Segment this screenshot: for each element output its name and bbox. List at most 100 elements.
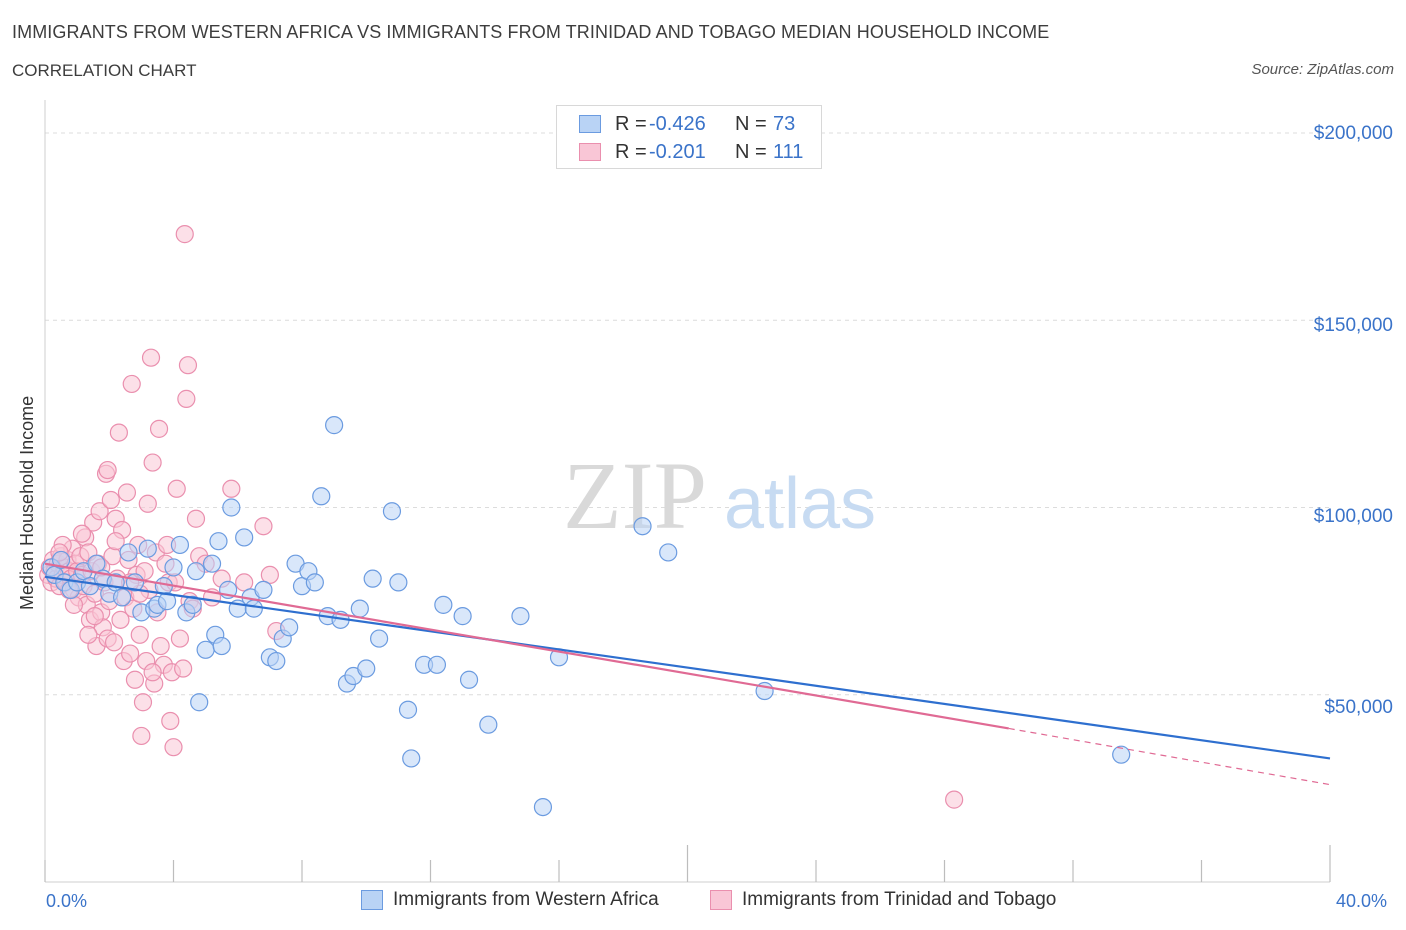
bottom-legend-swatch-blue [361, 890, 383, 910]
r-value: -0.201 [649, 140, 706, 163]
western-africa-point [325, 416, 344, 435]
western-africa-point [305, 573, 324, 592]
trinidad-point [143, 663, 162, 682]
trinidad-point [149, 419, 169, 438]
trinidad-point [178, 356, 198, 375]
n-value: 73 [773, 112, 796, 135]
western-africa-point [511, 607, 530, 626]
trinidad-point [98, 460, 117, 480]
western-africa-point [382, 502, 402, 521]
western-africa-point [196, 640, 215, 659]
trinidad-point [945, 790, 964, 809]
legend-swatch-blue [579, 115, 601, 133]
trinidad-point [222, 479, 241, 498]
y-tick-label-150000: $150,000 [1313, 315, 1393, 336]
western-africa-point [254, 580, 273, 599]
western-africa-point [164, 558, 183, 577]
western-africa-point [267, 651, 286, 671]
western-africa-point [202, 554, 222, 573]
western-africa-point [119, 543, 138, 562]
western-africa-point [235, 528, 254, 547]
bottom-legend-swatch-pink [710, 890, 732, 910]
western-africa-point [138, 539, 157, 558]
watermark: ZIP atlas [563, 442, 876, 549]
trinidad-point [117, 483, 137, 502]
western-africa-point [363, 569, 382, 588]
bottom-legend-trinidad: Immigrants from Trinidad and Tobago [710, 889, 1056, 911]
western-africa-point [398, 700, 418, 719]
trinidad-point [151, 636, 170, 656]
trinidad-point [254, 517, 273, 536]
trend-lines [44, 562, 1331, 786]
stats-legend: R = -0.426 N = 73 R = -0.201 N = 111 [556, 105, 822, 169]
y-tick-label-50000: $50,000 [1324, 697, 1393, 718]
western-africa-point [183, 595, 202, 614]
western-africa-point [312, 487, 331, 506]
western-africa-point [453, 607, 472, 626]
western-africa-point [533, 797, 553, 817]
western-africa-point [479, 715, 498, 734]
trinidad-trend-line [44, 562, 1009, 730]
legend-swatch-pink [579, 143, 601, 161]
western-africa-point [157, 592, 177, 611]
western-africa-point [389, 573, 408, 592]
western-africa-point [633, 517, 652, 536]
western-africa-point [402, 749, 421, 768]
x-tick-label-max: 40.0% [1336, 891, 1388, 911]
trinidad-point [104, 633, 124, 652]
western-africa-point [459, 670, 479, 689]
western-africa-point [427, 655, 447, 674]
western-africa-point [1112, 745, 1131, 764]
stats-legend-row-trinidad: R = -0.201 N = 111 [579, 140, 803, 164]
western-africa-point [112, 588, 132, 607]
trinidad-point [174, 659, 193, 678]
stats-legend-row-western-africa: R = -0.426 N = 73 [579, 112, 795, 136]
n-value: 111 [773, 140, 804, 163]
trinidad-point [121, 644, 140, 663]
western-africa-point [190, 693, 209, 712]
trinidad-point [167, 479, 186, 498]
trinidad-point [111, 610, 130, 629]
trinidad-point [170, 629, 190, 648]
trinidad-point [161, 711, 180, 731]
n-label: N = [735, 140, 767, 163]
trinidad-point [164, 738, 183, 757]
axes [44, 100, 1331, 883]
western-africa-point [186, 562, 206, 581]
trinidad-point [132, 726, 151, 746]
chart-title: IMMIGRANTS FROM WESTERN AFRICA VS IMMIGR… [12, 22, 1050, 42]
trinidad-point [79, 625, 98, 644]
trinidad-point [106, 532, 125, 551]
series-western-africa-points [42, 416, 1131, 817]
western-africa-point [244, 599, 263, 618]
watermark-zip: ZIP [563, 442, 707, 549]
chart-subtitle: CORRELATION CHART [12, 61, 197, 80]
bottom-legend-western-africa: Immigrants from Western Africa [361, 889, 659, 911]
trinidad-point [177, 389, 196, 408]
trinidad-point [138, 494, 157, 513]
bottom-legend-label: Immigrants from Western Africa [393, 889, 659, 910]
western-africa-point [212, 636, 231, 656]
western-africa-point [357, 659, 376, 678]
y-tick-label-100000: $100,000 [1313, 506, 1393, 527]
trinidad-point [64, 595, 84, 614]
watermark-atlas: atlas [724, 464, 876, 544]
trinidad-point [85, 607, 104, 626]
r-label: R = [615, 112, 647, 135]
y-axis-title: Median Household Income [17, 395, 37, 610]
western-africa-point [170, 535, 190, 555]
source-label: Source: ZipAtlas.com [1251, 61, 1394, 78]
x-tick-label-min: 0.0% [46, 891, 88, 911]
trinidad-point [90, 502, 109, 521]
r-label: R = [615, 140, 647, 163]
y-tick-label-200000: $200,000 [1313, 123, 1393, 144]
trinidad-trend-extension [1008, 727, 1331, 786]
n-label: N = [735, 112, 767, 135]
western-africa-trend-line [44, 575, 1331, 760]
western-africa-point [280, 618, 299, 637]
bottom-legend-label: Immigrants from Trinidad and Tobago [742, 889, 1057, 910]
trinidad-point [125, 670, 145, 689]
western-africa-point [434, 595, 453, 614]
trinidad-point [175, 225, 194, 244]
trinidad-point [186, 509, 206, 528]
